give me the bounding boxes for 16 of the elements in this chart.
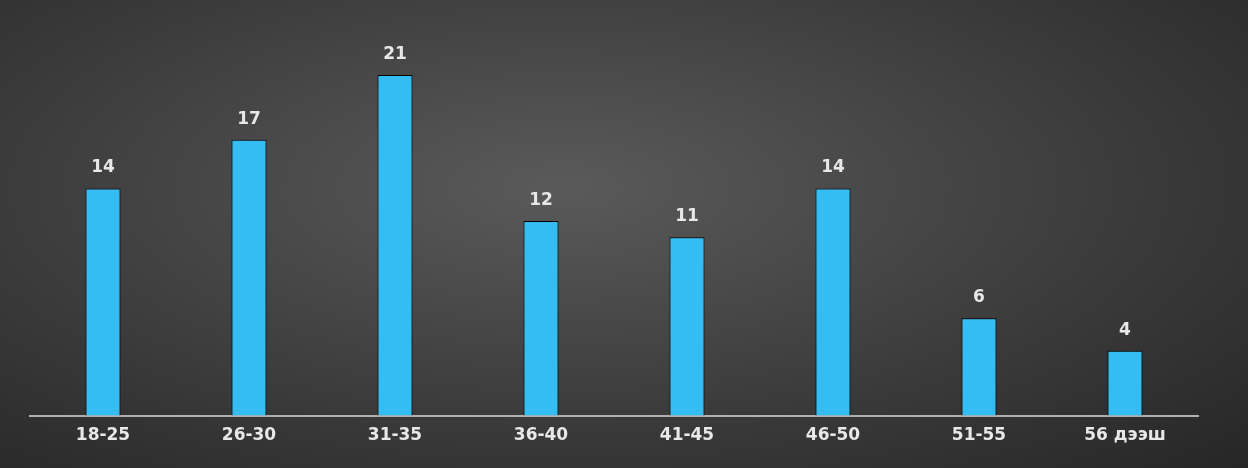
data-label: 11 bbox=[675, 205, 699, 226]
x-tick-label: 46-50 bbox=[805, 424, 861, 445]
x-tick-label: 41-45 bbox=[659, 424, 715, 445]
x-tick-label: 56 дээш bbox=[1084, 424, 1166, 445]
x-tick-label: 51-55 bbox=[951, 424, 1007, 445]
x-tick-label: 26-30 bbox=[221, 424, 277, 445]
data-label: 21 bbox=[383, 42, 407, 63]
data-label: 4 bbox=[1119, 318, 1132, 339]
x-tick-label: 31-35 bbox=[367, 424, 423, 445]
data-label: 6 bbox=[973, 286, 985, 307]
x-tick-label: 36-40 bbox=[513, 424, 569, 445]
data-label: 17 bbox=[237, 107, 261, 128]
data-label: 14 bbox=[91, 156, 115, 177]
data-label: 14 bbox=[821, 156, 845, 177]
data-label: 12 bbox=[529, 188, 553, 209]
x-tick-label: 18-25 bbox=[75, 424, 131, 445]
